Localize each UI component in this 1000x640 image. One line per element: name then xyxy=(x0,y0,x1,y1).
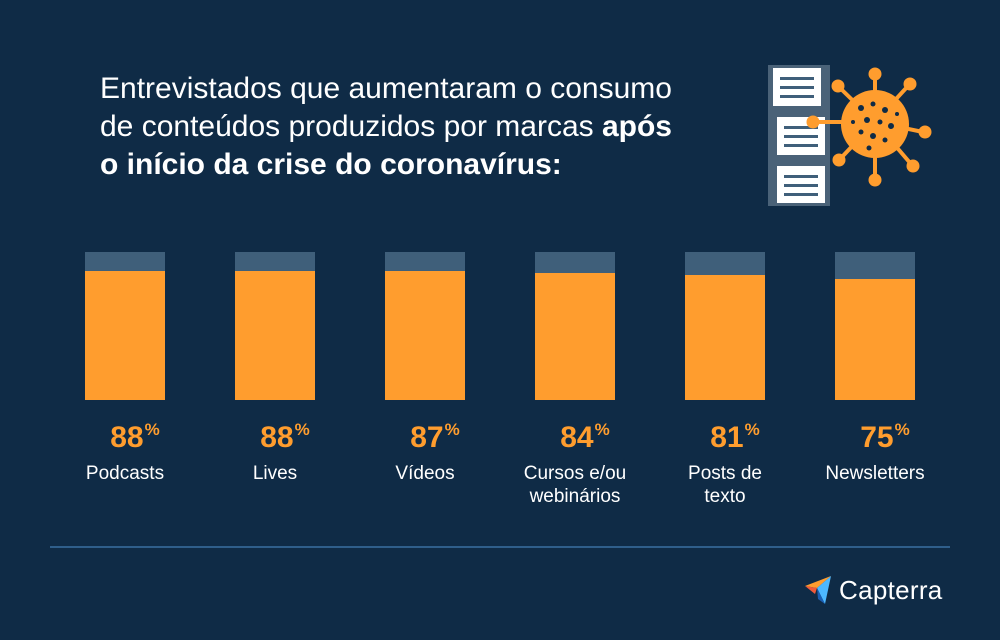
documents-icon xyxy=(768,65,830,206)
data-label-value: 84 xyxy=(560,421,594,454)
data-label: 75% xyxy=(825,420,945,455)
category-label-line: Newsletters xyxy=(825,463,925,484)
bar xyxy=(535,273,615,400)
category-label: Cursos e/ou webinários xyxy=(500,462,650,508)
category-label-line: Vídeos xyxy=(395,463,455,484)
category-label: Vídeos xyxy=(350,462,500,485)
category-label: Posts de texto xyxy=(650,462,800,508)
category-label: Newsletters xyxy=(800,462,950,485)
data-label-unit: % xyxy=(744,420,760,439)
data-label-unit: % xyxy=(594,420,610,439)
category-label: Lives xyxy=(200,462,350,485)
data-label-value: 87 xyxy=(410,421,444,454)
data-label: 88% xyxy=(75,420,195,455)
data-label: 84% xyxy=(525,420,645,455)
footer-divider xyxy=(50,546,950,548)
title-line-3: o início da crise do coronavírus: xyxy=(100,148,562,181)
title-line-2-regular: de conteúdos produzidos por marcas xyxy=(100,110,602,143)
title-line-1: Entrevistados que aumentaram o consumo xyxy=(100,72,672,105)
data-label-value: 88 xyxy=(110,421,144,454)
data-label-value: 88 xyxy=(260,421,294,454)
title-line-2-bold: após xyxy=(601,110,672,143)
bar xyxy=(835,279,915,400)
data-label-unit: % xyxy=(144,420,160,439)
chart-title: Entrevistados que aumentaram o consumo d… xyxy=(100,70,730,184)
bar xyxy=(235,271,315,400)
bar xyxy=(85,271,165,400)
virus-icon xyxy=(806,67,932,187)
category-label: Podcasts xyxy=(50,462,200,485)
category-label-line: Posts de xyxy=(688,463,762,484)
capterra-logo-icon xyxy=(805,576,831,604)
category-label-line: Cursos e/ou xyxy=(523,463,627,484)
bar-chart: 88% Podcasts 88% Lives 87% Vídeos 84% Cursos e/… xyxy=(50,252,950,508)
title-line-2: de conteúdos produzidos por marcas após xyxy=(100,108,730,146)
category-label-line: texto xyxy=(704,486,746,507)
category-label-line: Lives xyxy=(252,463,298,484)
data-label: 88% xyxy=(225,420,345,455)
documents-virus-illustration xyxy=(768,65,932,206)
bar xyxy=(685,275,765,400)
data-label-value: 75 xyxy=(860,421,894,454)
data-label-unit: % xyxy=(294,420,310,439)
data-label-unit: % xyxy=(444,420,460,439)
data-label-unit: % xyxy=(894,420,910,439)
data-label: 81% xyxy=(675,420,795,455)
data-label: 87% xyxy=(375,420,495,455)
virus-dots xyxy=(851,101,899,151)
bar xyxy=(385,271,465,400)
capterra-logo: Capterra xyxy=(803,574,943,606)
category-label-line: webinários xyxy=(529,486,621,507)
data-label-value: 81 xyxy=(710,421,744,454)
capterra-logo-text: Capterra xyxy=(839,574,943,605)
category-label-line: Podcasts xyxy=(85,463,165,484)
